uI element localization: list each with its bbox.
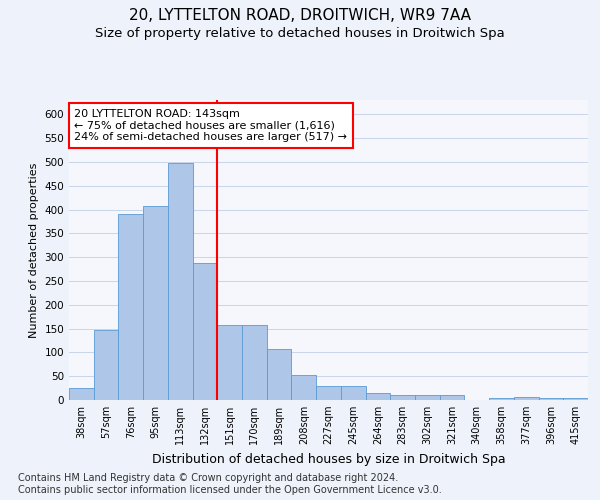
- Bar: [316, 386, 341, 400]
- Bar: [365, 393, 390, 400]
- X-axis label: Distribution of detached houses by size in Droitwich Spa: Distribution of detached houses by size …: [152, 452, 505, 466]
- Bar: [514, 396, 539, 400]
- Bar: [390, 395, 415, 400]
- Bar: [118, 214, 143, 400]
- Bar: [539, 398, 563, 400]
- Bar: [242, 325, 267, 400]
- Bar: [292, 375, 316, 400]
- Y-axis label: Number of detached properties: Number of detached properties: [29, 162, 39, 338]
- Bar: [168, 164, 193, 400]
- Bar: [69, 388, 94, 400]
- Bar: [415, 395, 440, 400]
- Text: 20 LYTTELTON ROAD: 143sqm
← 75% of detached houses are smaller (1,616)
24% of se: 20 LYTTELTON ROAD: 143sqm ← 75% of detac…: [74, 109, 347, 142]
- Bar: [217, 325, 242, 400]
- Bar: [341, 386, 365, 400]
- Text: Contains HM Land Registry data © Crown copyright and database right 2024.
Contai: Contains HM Land Registry data © Crown c…: [18, 474, 442, 495]
- Bar: [440, 395, 464, 400]
- Bar: [193, 264, 217, 400]
- Bar: [94, 330, 118, 400]
- Bar: [267, 348, 292, 400]
- Bar: [489, 398, 514, 400]
- Bar: [563, 398, 588, 400]
- Bar: [143, 206, 168, 400]
- Text: 20, LYTTELTON ROAD, DROITWICH, WR9 7AA: 20, LYTTELTON ROAD, DROITWICH, WR9 7AA: [129, 8, 471, 22]
- Text: Size of property relative to detached houses in Droitwich Spa: Size of property relative to detached ho…: [95, 28, 505, 40]
